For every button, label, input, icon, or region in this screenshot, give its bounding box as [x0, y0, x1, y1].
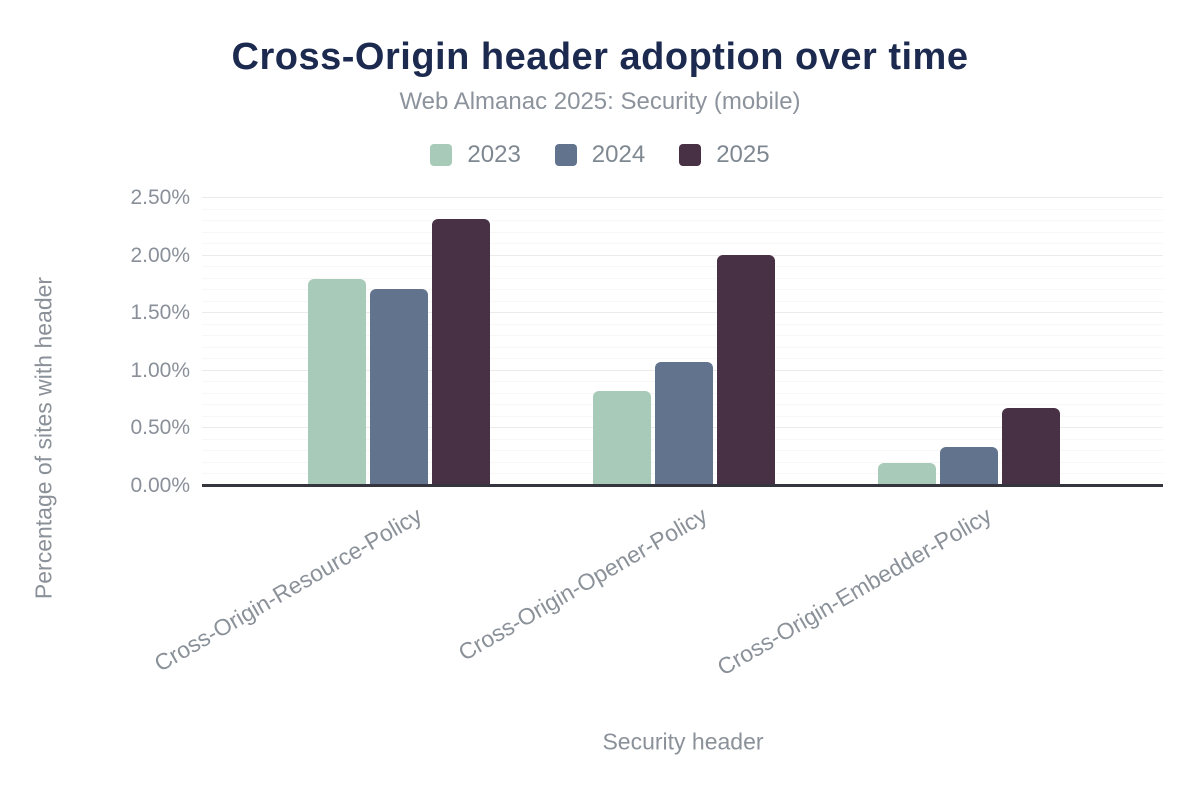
y-tick-label: 0.50%	[130, 416, 190, 440]
x-axis-title: Security header	[602, 728, 764, 755]
legend-item-2023: 2023	[430, 141, 521, 169]
minor-gridline	[202, 278, 1163, 279]
minor-gridline	[202, 232, 1163, 233]
legend-label: 2025	[716, 141, 770, 168]
major-gridline	[202, 197, 1163, 198]
y-tick-label: 2.50%	[130, 186, 190, 209]
legend-swatch	[554, 144, 577, 166]
legend-swatch	[430, 144, 453, 166]
y-tick-label: 1.00%	[130, 358, 190, 382]
bar-2023-cross-origin-resource-policy	[308, 279, 366, 485]
bar-2025-cross-origin-embedder-policy	[1002, 408, 1060, 485]
x-axis-line	[202, 484, 1163, 487]
bar-2023-cross-origin-embedder-policy	[878, 463, 936, 485]
y-tick-label: 0.00%	[130, 474, 190, 497]
minor-gridline	[202, 289, 1163, 290]
bar-2025-cross-origin-resource-policy	[432, 219, 490, 485]
bar-2023-cross-origin-opener-policy	[593, 391, 651, 485]
bar-2024-cross-origin-resource-policy	[370, 289, 428, 485]
major-gridline	[202, 312, 1163, 313]
minor-gridline	[202, 335, 1163, 336]
minor-gridline	[202, 243, 1163, 244]
legend-item-2025: 2025	[679, 141, 770, 169]
minor-gridline	[202, 209, 1163, 210]
minor-gridline	[202, 266, 1163, 267]
legend-swatch	[679, 144, 702, 166]
minor-gridline	[202, 220, 1163, 221]
x-tick-label: Cross-Origin-Resource-Policy	[149, 502, 426, 677]
y-tick-label: 1.50%	[130, 301, 190, 325]
chart-subtitle: Web Almanac 2025: Security (mobile)	[399, 88, 801, 115]
x-tick-label: Cross-Origin-Embedder-Policy	[712, 502, 996, 681]
bar-2025-cross-origin-opener-policy	[717, 255, 775, 485]
chart-title: Cross-Origin header adoption over time	[231, 36, 969, 78]
legend: 2023 2024 2025	[0, 141, 1200, 169]
y-tick-label: 2.00%	[130, 243, 190, 267]
minor-gridline	[202, 358, 1163, 359]
x-tick-label: Cross-Origin-Opener-Policy	[453, 502, 711, 666]
bar-2024-cross-origin-opener-policy	[655, 362, 713, 485]
legend-label: 2024	[591, 141, 646, 168]
minor-gridline	[202, 324, 1163, 325]
legend-label: 2023	[467, 141, 521, 168]
minor-gridline	[202, 347, 1163, 348]
bar-2024-cross-origin-embedder-policy	[940, 447, 998, 485]
minor-gridline	[202, 301, 1163, 302]
legend-item-2024: 2024	[554, 141, 646, 169]
major-gridline	[202, 255, 1163, 256]
